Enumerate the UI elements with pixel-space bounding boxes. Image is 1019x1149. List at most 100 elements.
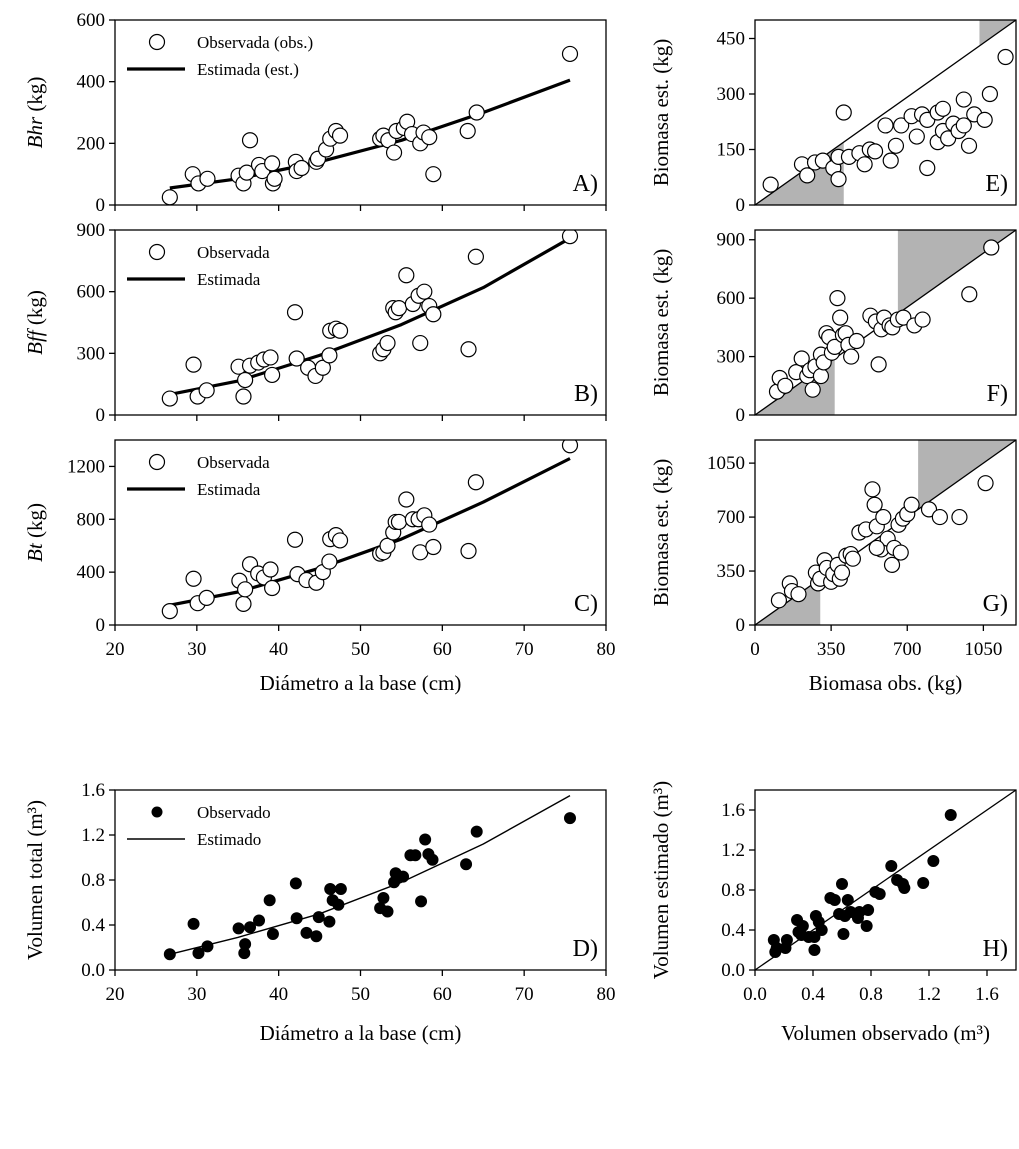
x-tick-label: 20: [106, 639, 125, 660]
plot-frame: [114, 229, 607, 416]
plot-area: [755, 20, 1016, 205]
data-point: [893, 117, 910, 134]
data-point: [777, 377, 794, 394]
y-tick-label: 1.6: [81, 780, 105, 801]
data-point: [263, 894, 276, 907]
y-tick-label: 600: [77, 282, 106, 303]
plot-area: [755, 790, 1016, 970]
data-point: [262, 561, 279, 578]
data-point: [832, 309, 849, 326]
data-point: [385, 144, 403, 161]
x-tick-label: 0.0: [743, 984, 767, 1005]
data-point: [421, 516, 438, 533]
data-point: [762, 176, 779, 193]
data-point: [934, 100, 952, 117]
data-point: [460, 858, 473, 871]
plot-area: [163, 794, 576, 961]
data-point: [253, 914, 266, 927]
data-point: [416, 283, 433, 300]
panel-G: 0 350 700 1050 0 350 700 1050 Biomasa est. (kg) B…: [649, 439, 1017, 695]
data-point: [914, 311, 931, 328]
x-axis-label: Volumen observado (m³): [781, 1021, 990, 1045]
y-axis-label: Bt (kg): [23, 503, 47, 562]
x-tick-label: 350: [817, 639, 846, 660]
one-to-one-line: [755, 790, 1016, 970]
plot-frame: [754, 439, 1017, 626]
data-point: [882, 152, 899, 169]
data-point: [198, 589, 215, 607]
data-point: [844, 550, 861, 567]
data-point: [796, 920, 809, 932]
data-point: [833, 564, 851, 581]
y-tick-label: 300: [77, 343, 106, 364]
data-point: [187, 917, 200, 930]
data-point: [460, 341, 477, 358]
y-tick-label: 200: [77, 133, 106, 154]
data-point: [927, 855, 940, 867]
data-point: [161, 189, 178, 205]
data-point: [799, 167, 816, 184]
y-tick-label: 1200: [67, 456, 105, 477]
data-point: [381, 905, 394, 918]
y-axis-label-unit: (kg): [23, 503, 47, 543]
x-tick-label: 80: [597, 984, 616, 1005]
data-point: [470, 825, 483, 838]
data-point: [192, 947, 205, 960]
data-point: [860, 920, 873, 932]
y-axis-label: Biomasa est. (kg): [649, 39, 673, 187]
data-point: [331, 127, 349, 144]
panel-label: G): [983, 591, 1008, 617]
data-point: [332, 898, 345, 911]
data-point: [841, 894, 854, 906]
data-point: [885, 860, 898, 872]
data-point: [235, 388, 252, 405]
data-point: [561, 440, 579, 454]
data-point: [331, 322, 349, 339]
data-point: [892, 544, 909, 561]
data-point: [415, 895, 428, 908]
data-point: [862, 904, 875, 916]
legend: Observada Estimada: [127, 453, 270, 499]
y-tick-label: 0.4: [81, 915, 105, 936]
y-tick-label: 600: [717, 288, 746, 309]
data-point: [266, 928, 279, 940]
legend-observed-label: Observada: [197, 243, 270, 262]
data-point: [883, 556, 901, 573]
data-point: [895, 309, 912, 326]
data-point: [331, 532, 349, 549]
plot-frame: [114, 439, 607, 626]
legend-observed-label: Observada: [197, 453, 270, 472]
legend-marker: [151, 806, 163, 818]
data-point: [262, 349, 279, 366]
y-tick-label: 0.8: [81, 870, 105, 891]
x-tick-label: 70: [515, 639, 534, 660]
x-tick-label: 40: [269, 984, 288, 1005]
data-point: [185, 570, 202, 587]
y-tick-label: 1050: [707, 453, 745, 474]
data-point: [390, 513, 408, 531]
data-point: [286, 304, 304, 321]
data-point: [790, 586, 807, 603]
data-point: [931, 508, 948, 526]
data-point: [868, 539, 885, 557]
data-point: [266, 170, 283, 187]
data-point: [917, 877, 930, 889]
data-point: [390, 300, 408, 317]
panel-label: D): [573, 936, 598, 962]
data-point: [955, 117, 972, 134]
data-point: [379, 334, 396, 352]
y-tick-label: 700: [717, 507, 746, 528]
data-point: [835, 104, 852, 121]
data-point: [467, 474, 484, 491]
panel-label: A): [573, 171, 598, 197]
y-tick-label: 0.8: [721, 880, 745, 901]
data-point: [866, 496, 883, 513]
data-point: [425, 538, 442, 556]
x-tick-label: 50: [351, 984, 370, 1005]
data-point: [976, 111, 993, 129]
data-point: [377, 892, 390, 904]
y-tick-label: 0: [96, 195, 106, 216]
data-point: [288, 350, 305, 367]
data-point: [237, 371, 254, 389]
